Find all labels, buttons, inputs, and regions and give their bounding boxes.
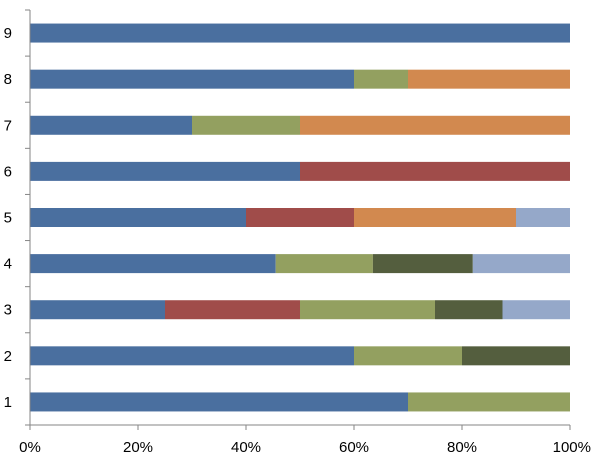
bar-segment-cat7-series3 xyxy=(192,115,300,135)
bar-segment-cat5-series1 xyxy=(30,208,246,227)
bar-segment-cat8-series4 xyxy=(408,69,570,89)
bar-segment-cat5-series6 xyxy=(516,208,570,227)
bar-segment-cat2-series3 xyxy=(354,346,462,366)
y-tick-label: 3 xyxy=(4,302,12,319)
x-tick-label: 0% xyxy=(19,439,41,456)
x-tick-label: 40% xyxy=(231,439,261,456)
bar-segment-cat4-series3 xyxy=(275,254,373,274)
y-tick-label: 4 xyxy=(4,256,12,273)
axes-layer xyxy=(29,10,570,426)
y-tick-label: 1 xyxy=(4,394,12,411)
bars-layer xyxy=(30,23,570,412)
bar-segment-cat6-series2 xyxy=(300,161,570,181)
bar-segment-cat2-series1 xyxy=(30,346,354,366)
bar-segment-cat3-series1 xyxy=(30,300,165,320)
y-tick-label: 8 xyxy=(4,71,12,88)
bar-segment-cat3-series5 xyxy=(435,300,503,320)
bar-segment-cat3-series6 xyxy=(502,300,570,320)
bar-segment-cat5-series2 xyxy=(246,208,354,227)
bar-segment-cat4-series1 xyxy=(30,254,276,274)
bar-segment-cat7-series4 xyxy=(300,115,570,135)
y-tick-label: 5 xyxy=(4,210,12,227)
bar-segment-cat2-series5 xyxy=(462,346,570,366)
y-tick-labels: 1 2 3 4 5 6 7 8 9 xyxy=(4,9,30,426)
y-tick-label: 2 xyxy=(4,348,12,365)
x-tick-label: 100% xyxy=(553,439,591,456)
bar-segment-cat1-series3 xyxy=(408,392,570,412)
x-tick-label: 60% xyxy=(339,439,369,456)
y-tick-label: 6 xyxy=(4,163,12,180)
bar-segment-cat8-series1 xyxy=(30,69,354,89)
y-tick-label: 9 xyxy=(4,25,12,42)
bar-segment-cat5-series4 xyxy=(354,208,516,227)
bar-segment-cat4-series6 xyxy=(472,254,570,274)
bar-segment-cat6-series1 xyxy=(30,161,300,181)
bar-segment-cat7-series1 xyxy=(30,115,192,135)
bar-segment-cat9-series1 xyxy=(30,23,570,43)
bar-segment-cat1-series1 xyxy=(30,392,408,412)
bar-segment-cat3-series2 xyxy=(165,300,300,320)
x-tick-label: 80% xyxy=(447,439,477,456)
x-tick-label: 20% xyxy=(123,439,153,456)
bar-segment-cat3-series3 xyxy=(300,300,435,320)
x-tick-labels: 0% 20% 40% 60% 80% 100% xyxy=(19,425,591,456)
bar-segment-cat8-series3 xyxy=(354,69,408,89)
y-tick-label: 7 xyxy=(4,117,12,134)
bar-segment-cat4-series5 xyxy=(372,254,473,274)
